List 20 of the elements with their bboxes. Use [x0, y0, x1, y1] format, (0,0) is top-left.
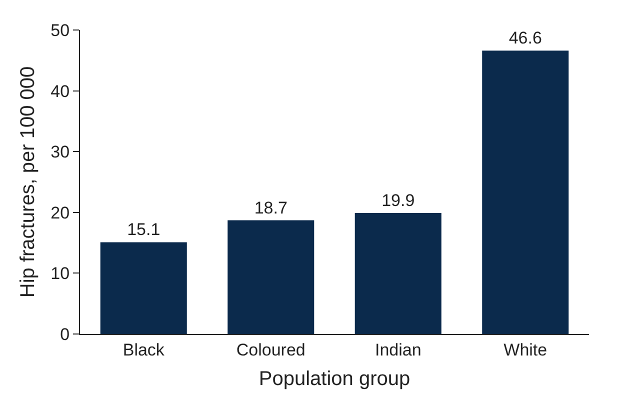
bar — [482, 50, 569, 334]
data-label: 46.6 — [508, 28, 542, 48]
bar — [354, 213, 442, 334]
data-label: 18.7 — [254, 198, 288, 218]
y-tick-label: 0 — [60, 324, 70, 344]
y-tick-label: 30 — [50, 142, 70, 162]
x-tick-label: White — [504, 340, 548, 360]
data-label: 19.9 — [382, 191, 415, 210]
bar — [100, 242, 187, 334]
y-tick-label: 20 — [50, 203, 70, 222]
data-label: 15.1 — [127, 220, 160, 240]
y-tick-label: 40 — [50, 82, 70, 101]
bar — [228, 220, 314, 334]
x-tick-label: Indian — [374, 340, 422, 360]
y-tick-label: 10 — [50, 264, 70, 284]
x-tick-label: Black — [122, 340, 165, 360]
x-tick-label: Coloured — [236, 340, 306, 360]
y-axis-title: Hip fractures, per 100 000 — [17, 66, 40, 298]
x-axis-title: Population group — [258, 368, 410, 390]
y-tick-label: 50 — [50, 20, 70, 40]
